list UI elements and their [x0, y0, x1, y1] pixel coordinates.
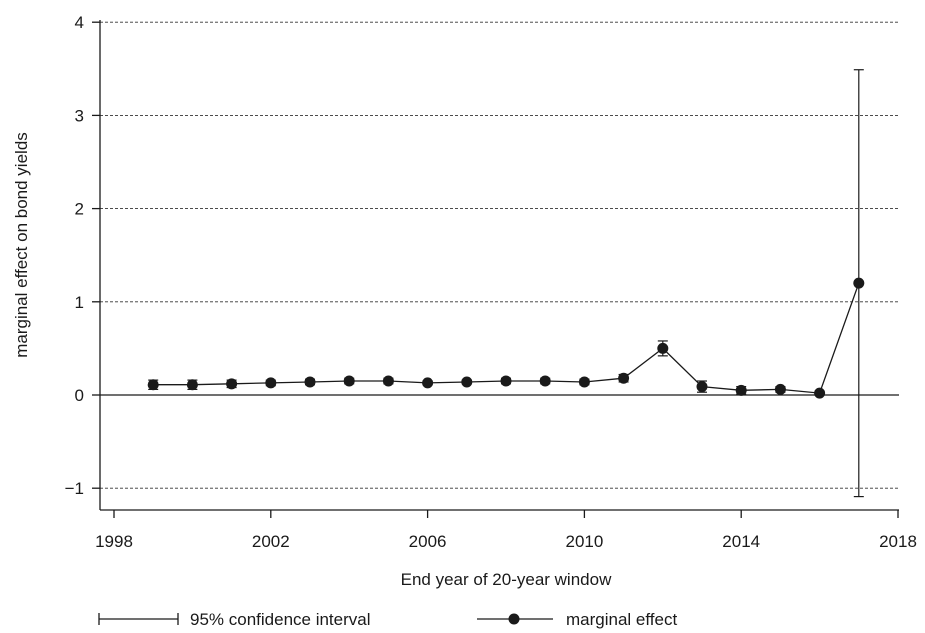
data-point: [657, 342, 669, 354]
data-point: [382, 375, 394, 387]
data-point: [578, 376, 590, 388]
data-point: [186, 379, 198, 391]
confidence-intervals: [148, 69, 864, 498]
data-point: [696, 381, 708, 393]
y-tick-label: 0: [75, 386, 84, 405]
x-axis-title: End year of 20-year window: [401, 570, 612, 589]
data-point: [539, 375, 551, 387]
y-tick-label: 3: [75, 106, 84, 125]
data-point: [343, 375, 355, 387]
data-point: [853, 277, 865, 289]
x-tick-label: 2002: [252, 532, 290, 551]
legend-ci-label: 95% confidence interval: [190, 610, 371, 629]
legend-effect-label: marginal effect: [566, 610, 677, 629]
y-tick-label: 2: [75, 200, 84, 219]
legend-ci-symbol: [98, 613, 179, 625]
x-tick-label: 1998: [95, 532, 133, 551]
y-tick-label: 4: [75, 13, 84, 32]
grid-lines: [100, 21, 899, 489]
data-point: [618, 372, 630, 384]
data-point: [500, 375, 512, 387]
x-tick-label: 2010: [565, 532, 603, 551]
y-tick-label: −1: [65, 479, 84, 498]
x-tick-label: 2006: [409, 532, 447, 551]
data-point: [735, 384, 747, 396]
data-point: [774, 383, 786, 395]
data-point: [147, 379, 159, 391]
legend-effect-symbol: [477, 613, 553, 625]
y-ticks: −1 0 1 2 3 4: [65, 13, 100, 498]
axes: [99, 20, 899, 511]
data-point: [265, 377, 277, 389]
data-point: [814, 387, 826, 399]
legend: 95% confidence interval marginal effect: [98, 610, 677, 629]
x-ticks: 1998 2002 2006 2010 2014 2018: [95, 510, 917, 551]
x-tick-label: 2018: [879, 532, 917, 551]
data-point: [226, 378, 238, 390]
marginal-effect-points: [147, 277, 865, 399]
data-point: [304, 376, 316, 388]
data-point: [461, 376, 473, 388]
x-tick-label: 2014: [722, 532, 760, 551]
y-tick-label: 1: [75, 293, 84, 312]
data-point: [422, 377, 434, 389]
y-axis-title: marginal effect on bond yields: [12, 132, 31, 358]
